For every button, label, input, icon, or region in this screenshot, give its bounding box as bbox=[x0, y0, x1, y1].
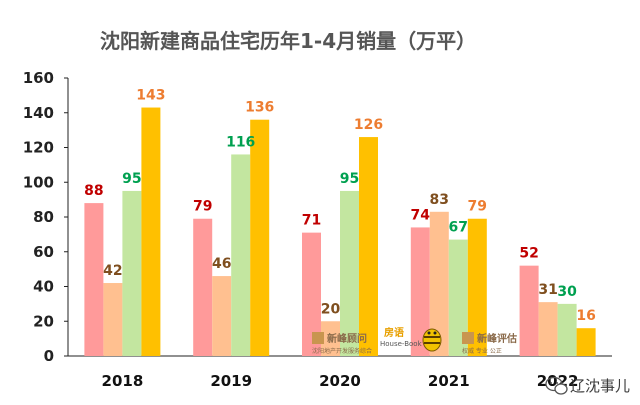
watermark-xinfeng-consult-name: 新峰顾问 bbox=[327, 332, 367, 345]
data-label-2019-s1: 79 bbox=[193, 199, 212, 215]
data-label-2019-s4: 136 bbox=[245, 100, 274, 116]
y-tick-label: 0 bbox=[44, 347, 54, 365]
bar-2021-s3 bbox=[448, 239, 468, 356]
watermark-xinfeng-appraisal: 新峰评估 权威 专业 公正 bbox=[462, 332, 517, 355]
bar-2022-s3 bbox=[557, 303, 577, 356]
data-label-2021-s4: 79 bbox=[468, 199, 487, 215]
x-tick-label: 2018 bbox=[102, 372, 144, 390]
y-tick-label: 120 bbox=[23, 139, 54, 157]
data-label-2022-s3: 30 bbox=[557, 284, 577, 300]
data-labels: 8842951437946116136712095126748367795231… bbox=[84, 88, 596, 325]
bar-2021-s2 bbox=[429, 211, 449, 356]
watermark-house-book-name: 房语 bbox=[384, 326, 404, 339]
data-label-2022-s2: 31 bbox=[538, 282, 557, 298]
xinfeng-appraisal-logo-icon bbox=[462, 332, 474, 344]
data-label-2021-s3: 67 bbox=[449, 220, 468, 236]
bar-2018-s2 bbox=[103, 283, 123, 356]
bar-2019-s4 bbox=[250, 119, 270, 356]
data-label-2020-s4: 126 bbox=[354, 117, 383, 133]
chart-title: 沈阳新建商品住宅历年1-4月销量（万平） bbox=[100, 29, 476, 53]
bar-2018-s1 bbox=[84, 203, 104, 356]
watermark-house-book: 房语 House-Book bbox=[380, 326, 442, 352]
y-tick-label: 40 bbox=[33, 278, 54, 296]
x-tick-label: 2019 bbox=[210, 372, 252, 390]
data-label-2019-s3: 116 bbox=[226, 134, 255, 150]
bar-2020-s3 bbox=[340, 190, 359, 356]
y-tick-label: 80 bbox=[33, 208, 54, 226]
y-tick-label: 20 bbox=[33, 312, 54, 330]
bar-2019-s2 bbox=[212, 276, 232, 356]
brand-text: 辽沈事儿 bbox=[570, 377, 630, 395]
y-axis-tick-labels: 0 20 40 60 80 100 120 140 160 bbox=[23, 69, 68, 365]
data-label-2020-s3: 95 bbox=[340, 171, 359, 187]
bar-2020-s1 bbox=[302, 232, 321, 356]
bar-2018-s4 bbox=[141, 107, 161, 356]
watermark-xinfeng-appraisal-name: 新峰评估 bbox=[477, 332, 517, 345]
y-tick-label: 140 bbox=[23, 104, 54, 122]
watermark-xinfeng-appraisal-subtitle: 权威 专业 公正 bbox=[462, 347, 502, 355]
watermark-xinfeng-consult-subtitle: 沈阳地产开发服务综合 bbox=[312, 347, 372, 355]
bar-2022-s2 bbox=[538, 302, 558, 356]
watermark-xinfeng-consult: 新峰顾问 沈阳地产开发服务综合 bbox=[312, 332, 372, 355]
data-label-2022-s1: 52 bbox=[519, 246, 538, 262]
x-tick-label: 2021 bbox=[428, 372, 470, 390]
wechat-icon bbox=[545, 376, 568, 395]
bee-mascot-icon bbox=[422, 328, 442, 352]
bars bbox=[84, 107, 596, 356]
data-label-2018-s1: 88 bbox=[84, 183, 103, 199]
bar-2020-s4 bbox=[359, 137, 378, 356]
y-tick-label: 160 bbox=[23, 69, 54, 87]
bar-2019-s1 bbox=[193, 218, 213, 356]
x-tick-label: 2020 bbox=[319, 372, 361, 390]
data-label-2020-s1: 71 bbox=[302, 213, 321, 229]
x-axis-tick-labels: 2018 2019 2020 2021 2022 bbox=[102, 372, 579, 390]
bar-2020-s2 bbox=[321, 321, 340, 356]
data-label-2022-s4: 16 bbox=[576, 308, 595, 324]
data-label-2021-s1: 74 bbox=[411, 207, 431, 223]
brand-overlay: 辽沈事儿 bbox=[545, 376, 630, 395]
bar-2021-s1 bbox=[410, 227, 430, 356]
data-label-2018-s4: 143 bbox=[136, 88, 165, 104]
y-tick-label: 60 bbox=[33, 243, 54, 261]
y-tick-label: 100 bbox=[23, 173, 54, 191]
bar-2019-s3 bbox=[231, 154, 251, 356]
data-label-2021-s2: 83 bbox=[430, 192, 449, 208]
data-label-2018-s2: 42 bbox=[103, 263, 122, 279]
bar-2022-s1 bbox=[519, 265, 539, 356]
bar-2022-s4 bbox=[576, 328, 596, 356]
watermark-house-book-subtitle: House-Book bbox=[380, 340, 423, 348]
data-label-2020-s2: 20 bbox=[321, 301, 341, 317]
data-label-2018-s3: 95 bbox=[122, 171, 141, 187]
xinfeng-consult-logo-icon bbox=[312, 332, 324, 344]
bar-2021-s4 bbox=[467, 218, 487, 356]
x-tick-label: 2022 bbox=[537, 372, 579, 390]
data-label-2019-s2: 46 bbox=[212, 256, 231, 272]
bar-2018-s3 bbox=[122, 190, 142, 356]
